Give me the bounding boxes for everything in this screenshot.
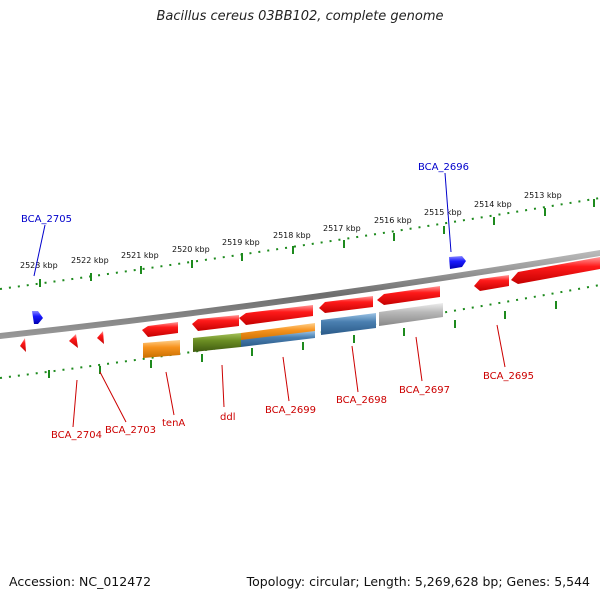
tick-label: 2514 kbp	[474, 200, 512, 209]
tick-label: 2523 kbp	[20, 261, 58, 270]
gene-label-BCA_2703[interactable]: BCA_2703	[105, 425, 156, 436]
tick-label: 2521 kbp	[121, 251, 159, 260]
tick-label: 2518 kbp	[273, 231, 311, 240]
gene-label-ddl[interactable]: ddl	[220, 412, 235, 423]
gene-label-tenA[interactable]: tenA	[162, 418, 185, 429]
gene-label-BCA_2696[interactable]: BCA_2696	[418, 162, 469, 173]
tick-label: 2522 kbp	[71, 256, 109, 265]
red-gene-arrows	[20, 257, 600, 352]
gene-BCA_2704-arrow[interactable]	[20, 338, 26, 352]
cds-tenA[interactable]	[143, 340, 180, 358]
gene-BCA_2705[interactable]	[32, 311, 43, 324]
gene-label-BCA_2695[interactable]: BCA_2695	[483, 371, 534, 382]
tick-label: 2513 kbp	[524, 191, 562, 200]
gene-label-BCA_2699[interactable]: BCA_2699	[265, 405, 316, 416]
gene-labels: BCA_2705 BCA_2696 BCA_2704 BCA_2703 tenA…	[21, 162, 534, 441]
gene-BCA_2703-arrow-a[interactable]	[69, 334, 78, 348]
gene-BCA_2699-arrow[interactable]	[239, 305, 313, 325]
gene-BCA_2697-arrow[interactable]	[377, 286, 440, 305]
genome-backbone	[0, 250, 600, 339]
cds-blocks	[143, 303, 443, 358]
gene-label-BCA_2697[interactable]: BCA_2697	[399, 385, 450, 396]
inner-major-ticks	[48, 301, 557, 378]
scale-labels: 2523 kbp 2522 kbp 2521 kbp 2520 kbp 2519…	[20, 191, 562, 270]
gene-label-BCA_2698[interactable]: BCA_2698	[336, 395, 387, 406]
cds-BCA_2699-orange[interactable]	[241, 323, 315, 341]
tick-label: 2519 kbp	[222, 238, 260, 247]
accession-text: Accession: NC_012472	[9, 574, 152, 589]
genome-title: Bacillus cereus 03BB102, complete genome	[156, 9, 444, 24]
genome-summary-text: Topology: circular; Length: 5,269,628 bp…	[246, 574, 590, 589]
outer-major-ticks	[39, 199, 595, 287]
tick-label: 2516 kbp	[374, 216, 412, 225]
gene-BCA_2695-arrow-a[interactable]	[474, 275, 509, 291]
tick-label: 2520 kbp	[172, 245, 210, 254]
gene-label-BCA_2704[interactable]: BCA_2704	[51, 430, 102, 441]
gene-label-BCA_2705[interactable]: BCA_2705	[21, 214, 72, 225]
leader-lines	[33, 172, 506, 428]
cds-ddl[interactable]	[193, 333, 241, 352]
gene-BCA_2695-arrow-b[interactable]	[511, 257, 600, 284]
gene-BCA_2696[interactable]	[449, 256, 466, 269]
gene-BCA_2698-arrow[interactable]	[319, 296, 373, 313]
gene-tenA-arrow[interactable]	[142, 322, 178, 337]
cds-BCA_2698[interactable]	[321, 313, 376, 335]
cds-BCA_2699-steel[interactable]	[241, 331, 315, 347]
gene-BCA_2703-arrow-b[interactable]	[97, 331, 104, 344]
tick-label: 2517 kbp	[323, 224, 361, 233]
cds-BCA_2697[interactable]	[379, 303, 443, 326]
gene-ddl-arrow[interactable]	[192, 315, 239, 331]
top-strand-genes	[32, 256, 466, 324]
tick-label: 2515 kbp	[424, 208, 462, 217]
